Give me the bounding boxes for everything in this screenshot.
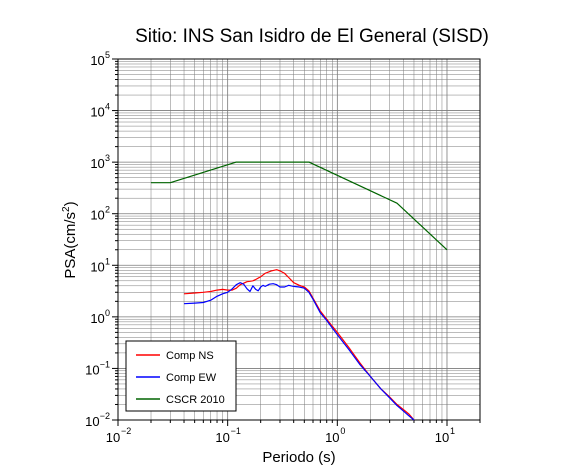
- x-tick-label-exp: 0: [340, 426, 345, 436]
- y-tick-label-base: 10: [90, 259, 104, 274]
- x-tick-label-base: 10: [106, 430, 120, 445]
- x-tick-label: 10 0: [325, 426, 345, 445]
- legend: Comp NS Comp EW CSCR 2010: [125, 340, 237, 412]
- y-tick-label-base: 10: [90, 105, 104, 120]
- y-axis-label-base: PSA(cm/s: [62, 212, 79, 279]
- x-axis-ticks: 10 −2 10 −1 10 0 10 1: [106, 420, 481, 445]
- y-axis-label: PSA(cm/s2): [61, 201, 79, 278]
- y-axis-label-close: ): [62, 201, 79, 206]
- y-tick-label-exp: 0: [105, 308, 110, 318]
- x-tick-label: 10 −2: [106, 426, 132, 445]
- y-tick-label: 010: [90, 308, 110, 326]
- y-tick-label-base: 10: [90, 156, 104, 171]
- y-axis-label-sup: 2: [61, 206, 72, 212]
- y-tick-label: 410: [90, 102, 110, 120]
- legend-label-1: Comp EW: [166, 372, 217, 384]
- x-tick-label-base: 10: [215, 430, 229, 445]
- y-tick-label-base: 10: [85, 414, 99, 429]
- y-tick-label-base: 10: [90, 53, 104, 68]
- y-tick-label: 310: [90, 153, 110, 171]
- y-tick-label-base: 10: [90, 311, 104, 326]
- x-tick-label-exp: −1: [231, 426, 241, 436]
- y-tick-label: 510: [90, 50, 110, 68]
- y-tick-label-exp: 2: [105, 205, 110, 215]
- x-tick-label-base: 10: [325, 430, 339, 445]
- x-axis-label: Periodo (s): [262, 449, 335, 466]
- legend-label-2: CSCR 2010: [166, 394, 225, 406]
- y-tick-label: −110: [85, 359, 110, 377]
- y-tick-label: −210: [85, 411, 110, 429]
- y-tick-label-exp: 1: [105, 256, 110, 266]
- x-tick-label-base: 10: [435, 430, 449, 445]
- y-tick-label-base: 10: [85, 362, 99, 377]
- chart-title: Sitio: INS San Isidro de El General (SIS…: [135, 26, 489, 47]
- x-tick-label: 10 1: [435, 426, 455, 445]
- legend-label-0: Comp NS: [166, 350, 214, 362]
- plot-area-frame: [117, 58, 481, 421]
- y-tick-label: 110: [90, 256, 110, 274]
- y-tick-label-exp: −1: [100, 359, 110, 369]
- y-tick-label-exp: 4: [105, 102, 110, 112]
- y-tick-label-exp: −2: [100, 411, 110, 421]
- series-layer: [151, 161, 448, 421]
- x-tick-label: 10 −1: [215, 426, 241, 445]
- x-tick-label-exp: 1: [450, 426, 455, 436]
- y-tick-label: 210: [90, 205, 110, 223]
- x-tick-label-exp: −2: [121, 426, 131, 436]
- series-line-1: [183, 282, 415, 421]
- y-tick-label-base: 10: [90, 208, 104, 223]
- y-tick-label-exp: 3: [105, 153, 110, 163]
- series-line-2: [151, 161, 448, 251]
- y-tick-label-exp: 5: [105, 50, 110, 60]
